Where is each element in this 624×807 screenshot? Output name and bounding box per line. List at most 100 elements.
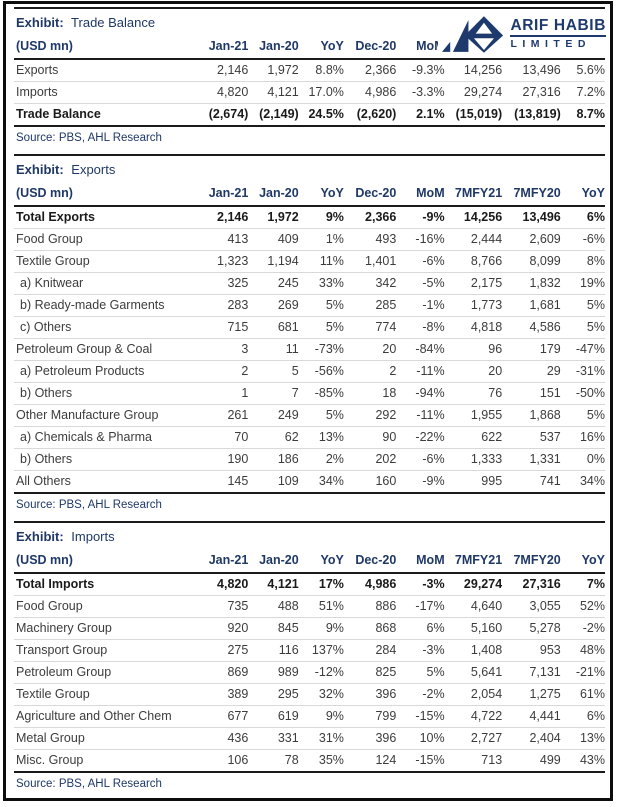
cell-value: 11	[248, 338, 299, 361]
cell-value: 34%	[560, 470, 605, 494]
cell-value: 1,832	[502, 272, 561, 295]
cell-value: 8%	[560, 250, 605, 273]
exhibit-name: Trade Balance	[67, 15, 156, 30]
row-label: Transport Group	[14, 639, 195, 662]
cell-value: -6%	[396, 250, 445, 273]
cell-value: 48%	[560, 639, 605, 662]
table-row: Misc. Group 106 78 35% 124 -15% 713 499 43%	[14, 749, 605, 773]
cell-value: 995	[444, 470, 503, 494]
cell-value: -3.3%	[396, 81, 445, 104]
cell-value: 2,175	[444, 272, 503, 295]
cell-value: 292	[343, 404, 397, 427]
cell-value: 4,722	[444, 705, 503, 728]
cell-value: -73%	[298, 338, 344, 361]
cell-value: 409	[248, 228, 299, 251]
cell-value: 2,609	[502, 228, 561, 251]
row-label: Total Imports	[14, 573, 195, 596]
cell-value: 13,496	[502, 206, 561, 229]
table-row: All Others 145 109 34% 160 -9% 995 741 34%	[14, 470, 605, 494]
cell-value: 202	[343, 448, 397, 471]
column-header: YoY	[560, 549, 605, 574]
column-header: Dec-20	[343, 182, 397, 207]
table-row: Transport Group 275 116 137% 284 -3% 1,408 953 4…	[14, 639, 605, 662]
cell-value: -56%	[298, 360, 344, 383]
cell-value: 9%	[298, 705, 344, 728]
cell-value: -5%	[396, 272, 445, 295]
cell-value: 774	[343, 316, 397, 339]
cell-value: 1,194	[248, 250, 299, 273]
exhibit-label: Exhibit:	[16, 529, 64, 544]
exhibit-section: Exhibit: Imports (USD mn) Jan-21 Jan-20 YoY…	[14, 521, 605, 798]
table-row: a) Knitwear 325 245 33% 342 -5% 2,175 1,832 19%	[14, 272, 605, 295]
cell-value: 1,955	[444, 404, 503, 427]
cell-value: 396	[343, 727, 397, 750]
table-row: Textile Group 389 295 32% 396 -2% 2,054 1,275 61…	[14, 683, 605, 706]
cell-value: -11%	[396, 360, 445, 383]
cell-value: 499	[502, 749, 561, 773]
cell-value: 7	[248, 382, 299, 405]
row-label: b) Others	[14, 448, 195, 471]
logo-text-block: ARIF HABIB LIMITED	[510, 15, 606, 50]
cell-value: 295	[248, 683, 299, 706]
column-header: Dec-20	[343, 549, 397, 574]
source-note: Source: PBS, AHL Research	[16, 778, 162, 790]
cell-value: 4,820	[194, 81, 249, 104]
cell-value: 5%	[298, 316, 344, 339]
cell-value: 4,586	[502, 316, 561, 339]
cell-value: 4,986	[343, 81, 397, 104]
cell-value: (2,620)	[343, 103, 397, 127]
row-label: Imports	[14, 81, 195, 104]
cell-value: 6%	[560, 206, 605, 229]
cell-value: -47%	[560, 338, 605, 361]
row-label: Textile Group	[14, 683, 195, 706]
cell-value: 124	[343, 749, 397, 773]
cell-value: 5.6%	[560, 59, 605, 82]
cell-value: 537	[502, 426, 561, 449]
cell-value: 245	[248, 272, 299, 295]
row-label: Exports	[14, 59, 195, 82]
cell-value: -94%	[396, 382, 445, 405]
cell-value: 2,146	[194, 59, 249, 82]
column-header: 7MFY20	[502, 549, 561, 574]
cell-value: 32%	[298, 683, 344, 706]
cell-value: 5%	[298, 294, 344, 317]
cell-value: -31%	[560, 360, 605, 383]
cell-value: 4,818	[444, 316, 503, 339]
cell-value: 13%	[298, 426, 344, 449]
cell-value: 8.8%	[298, 59, 344, 82]
cell-value: 13%	[560, 727, 605, 750]
column-header: MoM	[396, 549, 445, 574]
cell-value: -6%	[560, 228, 605, 251]
cell-value: 4,640	[444, 595, 503, 618]
cell-value: 16%	[560, 426, 605, 449]
table-row: a) Petroleum Products 2 5 -56% 2 -11% 20 29 -31%	[14, 360, 605, 383]
row-label: b) Others	[14, 382, 195, 405]
cell-value: 920	[194, 617, 249, 640]
cell-value: 7.2%	[560, 81, 605, 104]
cell-value: 76	[444, 382, 503, 405]
report-frame: ARIF HABIB LIMITED Exhibit: Trade Balanc…	[3, 1, 613, 801]
exhibit-title: Exhibit: Imports	[14, 523, 605, 549]
column-header: Jan-20	[248, 549, 299, 574]
table-row: Total Exports 2,146 1,972 9% 2,366 -9% 14,256 1…	[14, 206, 605, 229]
cell-value: 78	[248, 749, 299, 773]
row-label: a) Petroleum Products	[14, 360, 195, 383]
cell-value: 106	[194, 749, 249, 773]
cell-value: 1,972	[248, 59, 299, 82]
cell-value: 70	[194, 426, 249, 449]
cell-value: 989	[248, 661, 299, 684]
row-label: All Others	[14, 470, 195, 494]
table-row: b) Ready-made Garments 283 269 5% 285 -1% 1,77…	[14, 294, 605, 317]
table-row: Exports 2,146 1,972 8.8% 2,366 -9.3% 14,256 13,…	[14, 59, 605, 82]
cell-value: 3,055	[502, 595, 561, 618]
table-row: b) Others 190 186 2% 202 -6% 1,333 1,331 0%	[14, 448, 605, 471]
row-label: Textile Group	[14, 250, 195, 273]
table-row: Food Group 735 488 51% 886 -17% 4,640 3,055 52%	[14, 595, 605, 618]
cell-value: -9%	[396, 470, 445, 494]
row-label-header: (USD mn)	[14, 182, 195, 207]
cell-value: 5	[248, 360, 299, 383]
cell-value: 8,099	[502, 250, 561, 273]
table-row: Other Manufacture Group 261 249 5% 292 -11% 1,…	[14, 404, 605, 427]
